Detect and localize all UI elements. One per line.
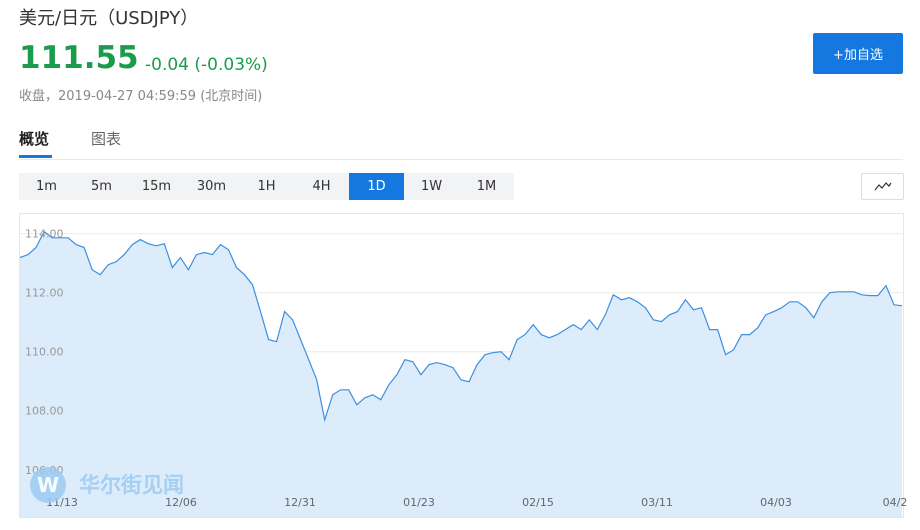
area-fill xyxy=(20,231,902,517)
y-tick-label: 114.00 xyxy=(25,228,64,241)
x-tick-label: 03/11 xyxy=(641,496,673,509)
market-status: 收盘，2019-04-27 04:59:59 (北京时间) xyxy=(19,89,263,104)
tab[interactable]: 概览 xyxy=(19,130,50,148)
period-button[interactable]: 30m xyxy=(196,179,227,194)
period-bar: 1m 5m 15m 30m 1H 4H 1D 1W 1M xyxy=(19,173,514,200)
period-button[interactable]: 5m xyxy=(91,179,112,194)
y-tick-label: 108.00 xyxy=(25,405,64,418)
price-change: -0.04 (-0.03%) xyxy=(145,55,268,75)
divider xyxy=(19,159,903,160)
watermark: W 华尔街见闻 xyxy=(30,467,184,503)
period-button[interactable]: 4H xyxy=(312,179,331,194)
watermark-text: 华尔街见闻 xyxy=(79,473,184,497)
x-tick-label: 12/06 xyxy=(165,496,197,509)
chart-type-button[interactable] xyxy=(861,173,904,200)
chart-frame xyxy=(19,213,904,518)
pair-title: 美元/日元（USDJPY） xyxy=(19,8,199,29)
svg-text:W: W xyxy=(37,473,59,497)
y-tick-label: 110.00 xyxy=(25,346,64,359)
period-button[interactable]: 1H xyxy=(257,179,276,194)
price: 111.55 xyxy=(19,40,139,76)
price-line xyxy=(19,230,903,423)
period-button[interactable]: 1D xyxy=(349,173,404,200)
x-tick-label: 02/15 xyxy=(522,496,554,509)
period-button[interactable]: 1W xyxy=(420,179,443,194)
tab[interactable]: 图表 xyxy=(91,130,122,148)
chart-type-icon xyxy=(874,182,892,191)
add-watchlist-button[interactable]: +加自选 xyxy=(813,33,903,74)
x-tick-label: 04/03 xyxy=(760,496,792,509)
x-tick-label: 12/31 xyxy=(284,496,316,509)
x-tick-label: 01/23 xyxy=(403,496,435,509)
period-button[interactable]: 1M xyxy=(476,179,497,194)
x-tick-label: 04/2 xyxy=(883,496,908,509)
y-tick-label: 112.00 xyxy=(25,287,64,300)
period-button[interactable]: 1m xyxy=(36,179,57,194)
period-button[interactable]: 15m xyxy=(141,179,172,194)
tab-indicator xyxy=(19,155,52,158)
